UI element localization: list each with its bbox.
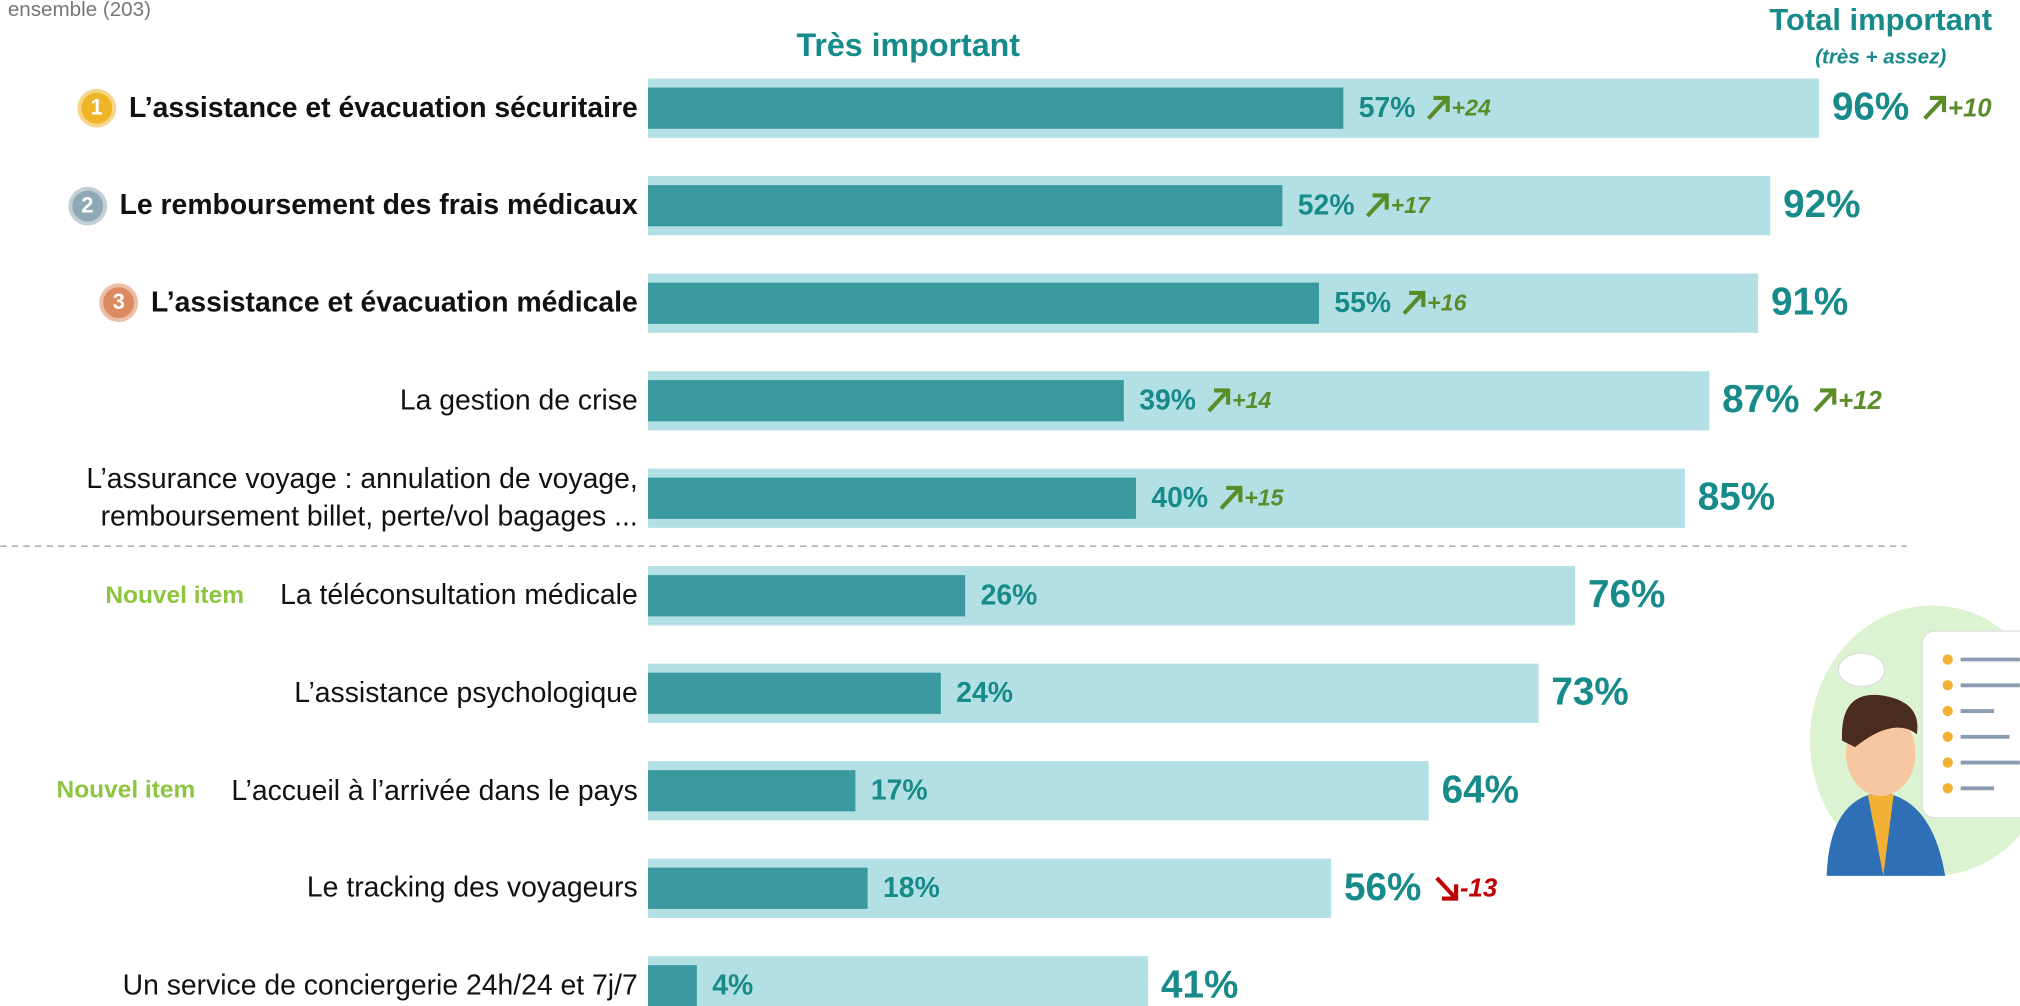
tie <box>1867 794 1894 876</box>
value-label: 39% <box>1139 384 1196 416</box>
very-bar <box>648 770 856 812</box>
category-label: Nouvel item L’accueil à l’arrivée dans le… <box>0 750 638 832</box>
hair <box>1841 694 1918 748</box>
category-label-box: 2 Le remboursement des frais médicaux <box>0 164 638 246</box>
very-bar <box>648 867 868 909</box>
very-bar <box>648 282 1319 324</box>
trend-arrow <box>1219 485 1243 510</box>
trend-arrow <box>1813 388 1837 413</box>
category-label-box: L’assistance psychologique <box>0 652 638 734</box>
category-label: 2 Le remboursement des frais médicaux <box>0 164 638 246</box>
category-text: L’accueil à l’arrivée dans le pays <box>231 773 638 806</box>
value-label: 17% <box>871 775 928 807</box>
change-label: +12 <box>1838 387 1882 415</box>
series-header: Très important <box>796 27 1020 63</box>
category-text: La gestion de crise <box>399 383 638 416</box>
change-label: +17 <box>1391 192 1431 218</box>
total-label: 85% <box>1698 476 1775 519</box>
total-label: 87% <box>1722 378 1799 421</box>
rank-badge: 2 <box>68 186 107 226</box>
rank-badge: 3 <box>99 283 139 323</box>
category-label-box: L’assurance voyage : annulation de voyag… <box>0 457 638 539</box>
lines <box>1960 657 2020 791</box>
category-text: L’assistance et évacuation sécuritaire <box>128 91 638 124</box>
category-text: L’assurance voyage : annulation de voyag… <box>86 462 638 532</box>
category-text: L’assistance psychologique <box>294 676 638 709</box>
change-label: +16 <box>1427 290 1467 316</box>
very-bar <box>648 185 1283 227</box>
value-label: 26% <box>981 580 1038 612</box>
trend-arrow <box>1923 95 1947 120</box>
very-bar <box>648 477 1136 519</box>
category-label: 1 L’assistance et évacuation sécuritaire <box>0 67 638 149</box>
total-label: 56% <box>1344 866 1421 909</box>
value-label: 40% <box>1151 482 1208 514</box>
value-label: 55% <box>1334 287 1391 319</box>
total-label: 64% <box>1442 768 1519 811</box>
change-label: +14 <box>1232 387 1271 413</box>
note: ensemble (203) <box>8 0 151 21</box>
total-label: 91% <box>1771 281 1848 324</box>
category-label: Un service de conciergerie 24h/24 et 7j/… <box>0 945 638 1006</box>
total-label: 41% <box>1161 963 1238 1006</box>
new-item-label: Nouvel item <box>56 776 196 804</box>
change-label: -13 <box>1460 874 1498 902</box>
trend-arrow <box>1435 876 1459 901</box>
very-bar <box>648 575 966 617</box>
total-bar <box>648 956 1149 1006</box>
category-text: Le tracking des voyageurs <box>306 871 638 904</box>
value-label: 52% <box>1298 189 1355 221</box>
change-label: +10 <box>1948 94 1992 122</box>
very-bar <box>648 672 941 714</box>
total-label: 73% <box>1551 671 1628 714</box>
category-text: L’assistance et évacuation médicale <box>151 286 638 319</box>
total-label: 76% <box>1588 573 1665 616</box>
category-label-box: Un service de conciergerie 24h/24 et 7j/… <box>0 945 638 1006</box>
category-label-box: 1 L’assistance et évacuation sécuritaire <box>0 67 638 149</box>
change-label: +24 <box>1452 95 1491 121</box>
series-subheader: (très + assez) <box>1815 45 1946 68</box>
category-label: Nouvel item La téléconsultation médicale <box>0 555 638 637</box>
category-label-box: Nouvel item La téléconsultation médicale <box>0 555 638 637</box>
trend-arrow <box>1207 388 1231 413</box>
series-header: Total important <box>1769 2 1992 37</box>
value-label: 24% <box>956 677 1013 709</box>
category-label: La gestion de crise <box>0 359 638 441</box>
change-label: +15 <box>1244 485 1284 511</box>
category-text: Le remboursement des frais médicaux <box>119 188 638 221</box>
rank-badge: 1 <box>77 88 117 128</box>
bubble <box>1837 652 1886 688</box>
category-label: 3 L’assistance et évacuation médicale <box>0 262 638 344</box>
value-label: 18% <box>883 872 940 904</box>
category-label-box: La gestion de crise <box>0 359 638 441</box>
very-bar <box>648 380 1124 422</box>
illustration <box>1809 605 2020 876</box>
category-label: L’assurance voyage : annulation de voyag… <box>0 457 638 539</box>
category-label: L’assistance psychologique <box>0 652 638 734</box>
new-item-label: Nouvel item <box>105 581 245 609</box>
trend-arrow <box>1402 290 1426 315</box>
category-text: Un service de conciergerie 24h/24 et 7j/… <box>122 968 638 1001</box>
dots <box>1942 654 1953 794</box>
trend-arrow <box>1365 193 1389 218</box>
category-label: Le tracking des voyageurs <box>0 847 638 929</box>
category-label-box: 3 L’assistance et évacuation médicale <box>0 262 638 344</box>
very-bar <box>648 965 697 1006</box>
very-bar <box>648 87 1344 129</box>
value-label: 4% <box>712 970 753 1002</box>
category-label-box: Nouvel item L’accueil à l’arrivée dans le… <box>0 750 638 832</box>
category-text: La téléconsultation médicale <box>280 578 638 611</box>
card <box>1921 630 2020 819</box>
total-label: 92% <box>1783 183 1860 226</box>
value-label: 57% <box>1359 92 1416 124</box>
total-label: 96% <box>1832 86 1909 129</box>
category-label-box: Le tracking des voyageurs <box>0 847 638 929</box>
trend-arrow <box>1426 95 1450 120</box>
